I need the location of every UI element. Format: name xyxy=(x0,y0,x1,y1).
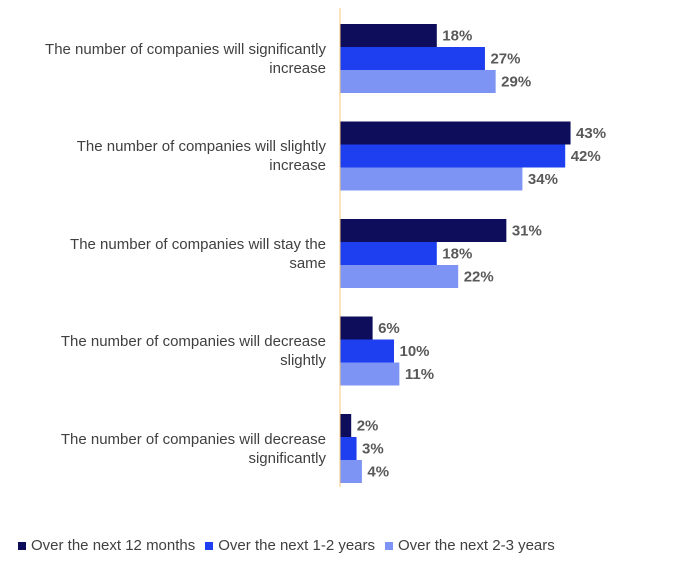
legend: Over the next 12 months Over the next 1-2… xyxy=(18,537,555,554)
bar xyxy=(340,265,459,288)
category-label-line: increase xyxy=(269,157,326,174)
legend-label: Over the next 1-2 years xyxy=(218,537,376,554)
legend-item: Over the next 12 months xyxy=(18,537,195,554)
data-label: 18% xyxy=(442,246,472,263)
bar xyxy=(340,362,400,386)
bar xyxy=(340,242,437,265)
category-label-line: The number of companies will stay the xyxy=(70,235,326,253)
legend-swatch xyxy=(205,541,214,550)
bar xyxy=(340,460,362,483)
category-label: The number of companies will significant… xyxy=(0,40,326,78)
category-label-line: slightly xyxy=(280,352,326,369)
category-label-line: The number of companies will decrease xyxy=(60,430,326,448)
legend-item: Over the next 1-2 years xyxy=(205,537,375,554)
data-label: 18% xyxy=(442,28,472,45)
legend-label: Over the next 2-3 years xyxy=(398,537,555,554)
category-label-line: significantly xyxy=(248,449,326,467)
bar xyxy=(340,414,352,437)
bar xyxy=(340,47,485,70)
category-label-line: The number of companies will significant… xyxy=(45,40,326,58)
bar xyxy=(340,167,523,191)
category-label-line: The number of companies will decrease xyxy=(60,333,326,350)
category-label: The number of companies will decrease sli… xyxy=(0,332,326,370)
bar xyxy=(340,24,437,47)
legend-swatch xyxy=(385,541,394,550)
data-label: 6% xyxy=(378,320,400,337)
category-label-line: The number of companies will slightly xyxy=(76,138,326,155)
data-label: 27% xyxy=(490,51,520,68)
data-label: 4% xyxy=(367,464,389,481)
data-label: 3% xyxy=(362,441,384,458)
data-label: 34% xyxy=(528,171,558,188)
legend-swatch xyxy=(18,541,26,550)
data-label: 11% xyxy=(405,366,434,383)
category-label-line: increase xyxy=(269,59,326,77)
category-label: The number of companies will slightly inc… xyxy=(0,137,326,175)
data-label: 22% xyxy=(464,269,494,286)
bar xyxy=(340,70,496,93)
data-label: 2% xyxy=(357,418,379,435)
data-label: 43% xyxy=(576,125,606,142)
data-label: 10% xyxy=(400,343,430,360)
data-label: 42% xyxy=(571,148,601,165)
bar xyxy=(340,316,373,340)
legend-label: Over the next 12 months xyxy=(31,537,196,554)
data-label: 31% xyxy=(512,223,542,240)
bar xyxy=(340,219,507,242)
bar xyxy=(340,121,571,145)
legend-item: Over the next 2-3 years xyxy=(385,537,555,554)
data-label: 29% xyxy=(501,74,531,91)
category-label: The number of companies will stay the sam… xyxy=(0,235,326,273)
category-label: The number of companies will decrease sig… xyxy=(0,430,326,468)
category-label-line: same xyxy=(289,254,326,272)
bar xyxy=(340,144,566,168)
bar xyxy=(340,339,394,363)
bar xyxy=(340,437,357,460)
